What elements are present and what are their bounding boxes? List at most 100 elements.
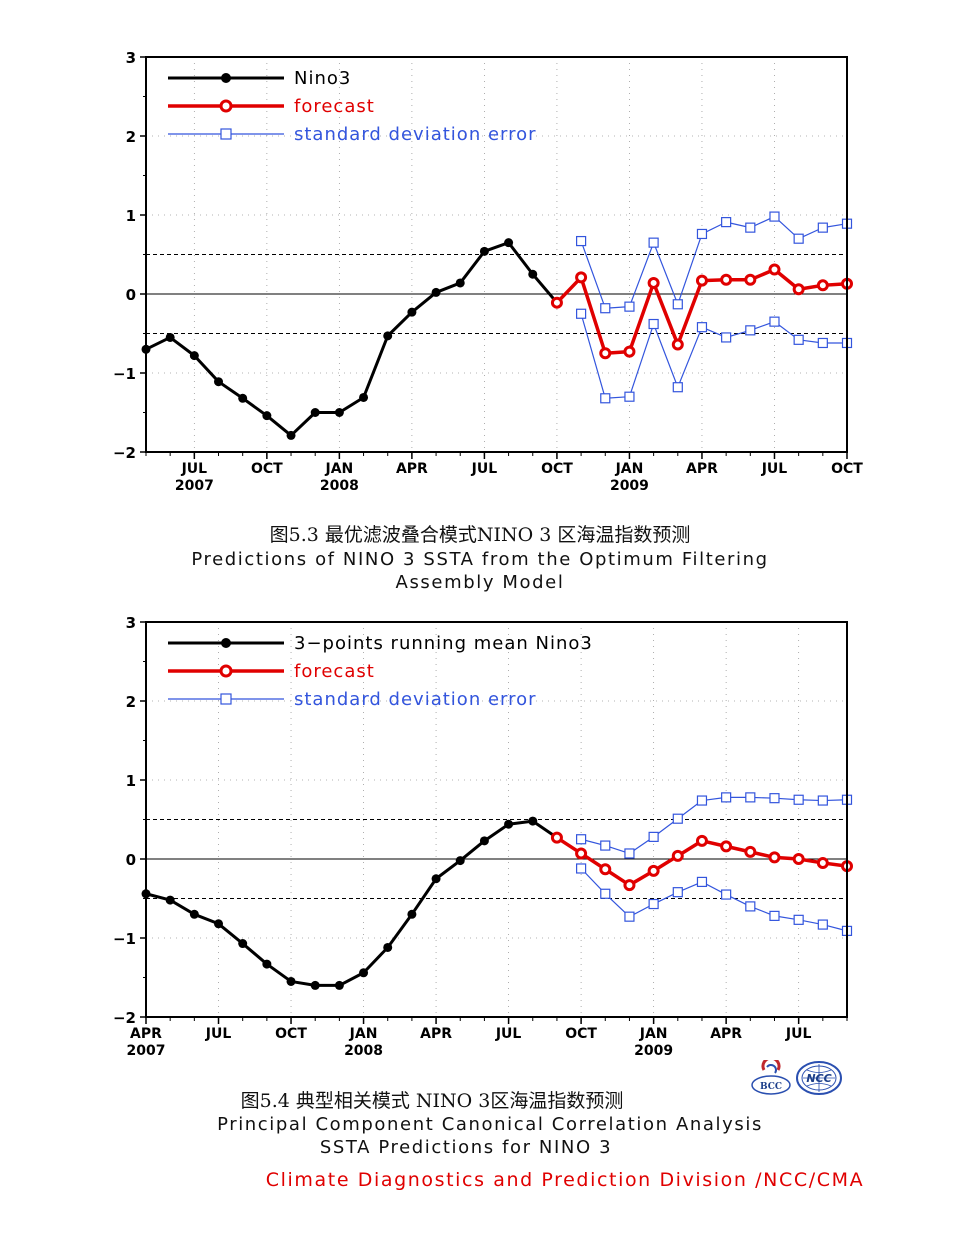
data-point — [455, 856, 465, 866]
data-point — [165, 332, 175, 342]
svg-text:NCC: NCC — [806, 1072, 831, 1085]
data-point — [359, 968, 369, 978]
data-point — [214, 919, 224, 929]
data-point — [721, 332, 732, 343]
data-point — [792, 853, 805, 865]
x-tick-label-month: JUL — [761, 461, 788, 477]
data-point — [768, 851, 781, 864]
data-point — [599, 863, 612, 876]
data-point — [624, 911, 635, 922]
x-tick-label-month: JUL — [181, 461, 208, 477]
y-tick-label: −1 — [113, 930, 136, 948]
data-point — [648, 898, 659, 910]
x-tick-label-month: APR — [130, 1026, 162, 1042]
data-point — [623, 879, 636, 892]
series-sd-upper — [576, 792, 853, 859]
data-point — [334, 408, 344, 417]
data-point — [455, 278, 465, 288]
data-point — [504, 238, 514, 248]
data-point — [238, 393, 248, 403]
x-tick-label-year: 2009 — [610, 478, 649, 494]
x-tick-label-month: JUL — [205, 1026, 232, 1042]
legend-marker — [219, 99, 233, 113]
data-point — [575, 847, 588, 860]
data-point — [817, 795, 828, 806]
data-point — [696, 795, 708, 806]
series-forecast — [550, 263, 853, 360]
legend-marker — [220, 693, 232, 705]
data-point — [745, 901, 756, 912]
figure2-caption-cn: 图5.4 典型相关模式 NINO 3区海温指数预测 — [240, 1090, 624, 1112]
y-tick-label: 0 — [126, 286, 136, 304]
y-tick-label: −1 — [113, 365, 136, 383]
data-point — [744, 273, 757, 286]
y-tick-label: 3 — [126, 49, 136, 67]
y-tick-label: −2 — [113, 444, 136, 462]
x-tick-label-month: OCT — [831, 461, 863, 477]
footer-credit: Climate Diagnostics and Prediction Divis… — [265, 1169, 865, 1191]
x-tick-label-year: 2008 — [320, 478, 359, 494]
data-point — [599, 347, 612, 360]
data-point — [744, 845, 757, 858]
data-point — [792, 283, 805, 296]
data-point — [431, 287, 441, 297]
data-point — [310, 408, 320, 417]
data-point — [695, 834, 708, 847]
x-tick-label-month: JAN — [615, 461, 644, 477]
data-point — [334, 980, 344, 990]
data-point — [769, 211, 780, 222]
data-point — [793, 233, 804, 244]
legend-label: standard deviation error — [294, 124, 537, 145]
data-point — [576, 308, 587, 319]
x-tick-label-month: JAN — [349, 1026, 378, 1042]
data-point — [359, 392, 369, 402]
y-tick-label: 1 — [126, 772, 136, 790]
data-point — [238, 939, 248, 949]
data-point — [407, 307, 417, 317]
data-point — [696, 322, 708, 333]
data-point — [431, 874, 441, 884]
data-point — [721, 792, 732, 803]
series-sd-lower — [576, 308, 853, 404]
data-point — [648, 237, 659, 248]
data-point — [600, 393, 611, 404]
data-point — [286, 976, 296, 986]
data-point — [817, 337, 828, 349]
data-point — [721, 889, 732, 900]
legend: 3−points running mean Nino3 forecast stand… — [168, 633, 592, 710]
data-point — [600, 840, 611, 851]
data-point — [672, 299, 683, 310]
y-tick-label: 0 — [126, 851, 136, 869]
series-sd-lower — [576, 863, 853, 936]
data-point — [816, 856, 829, 869]
x-tick-label-month: APR — [686, 461, 718, 477]
x-tick-label-year: 2007 — [175, 478, 214, 494]
data-point — [671, 849, 684, 862]
legend-label: forecast — [294, 661, 375, 682]
x-tick-label-year: 2009 — [634, 1043, 673, 1059]
data-point — [214, 377, 224, 387]
data-point — [647, 276, 660, 289]
data-point — [721, 217, 732, 228]
data-point — [310, 980, 320, 990]
legend-label: standard deviation error — [294, 689, 537, 710]
data-point — [550, 296, 563, 309]
data-point — [624, 391, 635, 402]
series-observed — [141, 238, 562, 440]
x-tick-label-month: OCT — [565, 1026, 597, 1042]
data-point — [720, 840, 733, 853]
data-point — [165, 895, 175, 905]
data-point — [286, 430, 296, 440]
data-point — [672, 887, 683, 898]
data-point — [817, 919, 828, 930]
data-point — [745, 222, 756, 233]
data-point — [550, 831, 563, 844]
data-point — [623, 345, 636, 358]
data-point — [600, 888, 611, 899]
data-point — [672, 813, 683, 824]
svg-text:BCC: BCC — [760, 1082, 782, 1092]
data-point — [745, 325, 756, 336]
legend-marker — [221, 638, 231, 648]
x-tick-label-month: JAN — [639, 1026, 668, 1042]
